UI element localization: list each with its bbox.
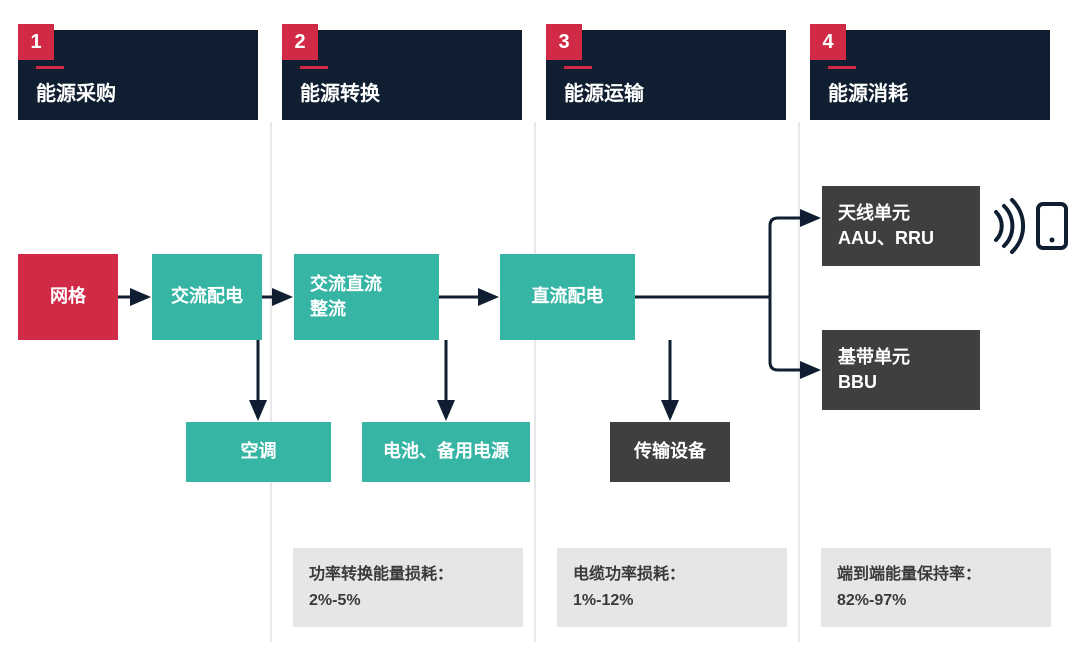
- info-conversion-loss: 功率转换能量损耗： 2%-5%: [293, 548, 523, 627]
- node-antenna-unit: 天线单元AAU、RRU: [822, 186, 980, 266]
- node-grid: 网格: [18, 254, 118, 340]
- arrow-split-up: [770, 218, 818, 297]
- node-label: 网格: [50, 284, 86, 309]
- info-label: 功率转换能量损耗：: [309, 562, 507, 588]
- arrow-split-down: [770, 297, 818, 370]
- stage-header-1: 1 能源采购: [18, 30, 258, 120]
- node-label-line: 交流直流: [310, 272, 382, 297]
- info-value: 2%-5%: [309, 588, 507, 614]
- column-divider: [270, 122, 272, 642]
- info-cable-loss: 电缆功率损耗： 1%-12%: [557, 548, 787, 627]
- info-label: 端到端能量保持率：: [837, 562, 1035, 588]
- stage-title-3: 能源运输: [564, 77, 644, 106]
- node-label-line: AAU、RRU: [838, 226, 934, 251]
- info-value: 1%-12%: [573, 588, 771, 614]
- info-label: 电缆功率损耗：: [573, 562, 771, 588]
- column-divider: [534, 122, 536, 642]
- node-label-line: 基带单元: [838, 345, 910, 370]
- node-battery-backup: 电池、备用电源: [362, 422, 530, 482]
- stage-header-3: 3 能源运输: [546, 30, 786, 120]
- stage-badge-1: 1: [18, 24, 54, 60]
- stage-title-2: 能源转换: [300, 77, 380, 106]
- info-end-to-end: 端到端能量保持率： 82%-97%: [821, 548, 1051, 627]
- stage-badge-2: 2: [282, 24, 318, 60]
- stage-accent: [828, 66, 856, 69]
- node-label: 传输设备: [634, 439, 706, 464]
- node-dc-distribution: 直流配电: [500, 254, 635, 340]
- node-baseband-unit: 基带单元BBU: [822, 330, 980, 410]
- stage-title-4: 能源消耗: [828, 77, 908, 106]
- info-value: 82%-97%: [837, 588, 1035, 614]
- node-label: 空调: [241, 439, 277, 464]
- node-transport-equipment: 传输设备: [610, 422, 730, 482]
- stage-badge-4: 4: [810, 24, 846, 60]
- node-label-line: BBU: [838, 370, 877, 395]
- column-divider: [798, 122, 800, 642]
- node-ac-distribution: 交流配电: [152, 254, 262, 340]
- node-air-conditioning: 空调: [186, 422, 331, 482]
- node-label-line: 整流: [310, 297, 346, 322]
- phone-icon: [1038, 204, 1066, 248]
- stage-badge-3: 3: [546, 24, 582, 60]
- node-label-line: 天线单元: [838, 201, 910, 226]
- stage-header-4: 4 能源消耗: [810, 30, 1050, 120]
- stage-accent: [564, 66, 592, 69]
- signal-icon: [996, 200, 1023, 252]
- stage-header-2: 2 能源转换: [282, 30, 522, 120]
- stage-accent: [300, 66, 328, 69]
- node-label: 交流配电: [171, 284, 243, 309]
- node-rectifier: 交流直流整流: [294, 254, 439, 340]
- node-label: 电池、备用电源: [383, 439, 509, 464]
- stage-title-1: 能源采购: [36, 77, 116, 106]
- node-label: 直流配电: [532, 284, 604, 309]
- stage-accent: [36, 66, 64, 69]
